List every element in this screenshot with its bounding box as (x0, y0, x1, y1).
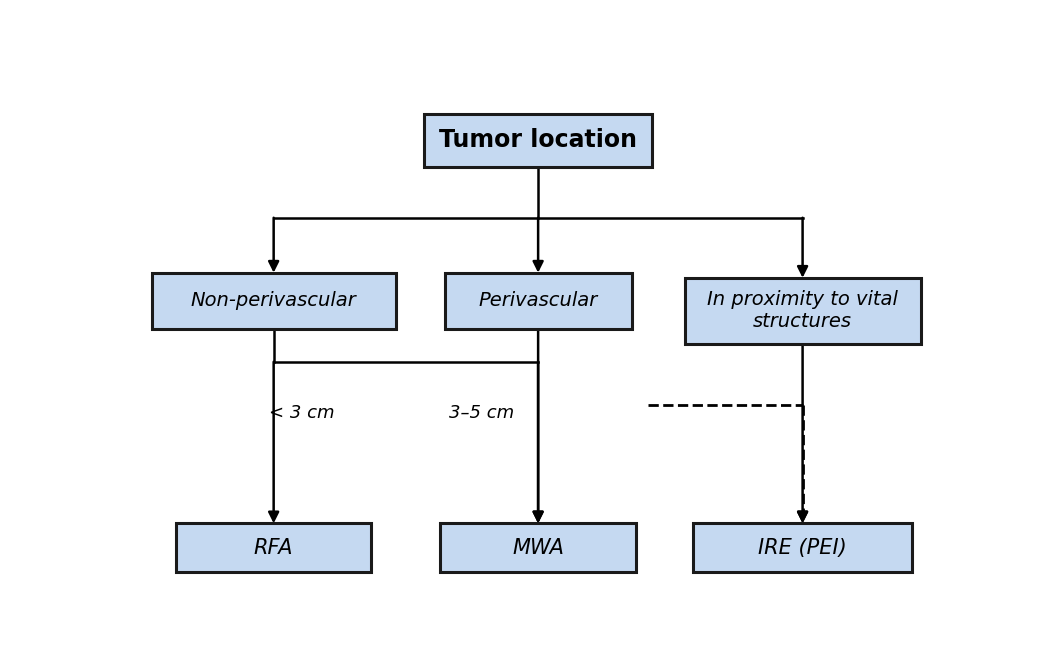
FancyBboxPatch shape (151, 273, 396, 329)
Text: MWA: MWA (512, 537, 564, 558)
FancyBboxPatch shape (685, 278, 921, 344)
Text: < 3 cm: < 3 cm (270, 404, 335, 422)
FancyBboxPatch shape (176, 524, 372, 572)
Text: Tumor location: Tumor location (439, 128, 637, 153)
Text: Non-perivascular: Non-perivascular (191, 292, 357, 310)
Text: IRE (PEI): IRE (PEI) (758, 537, 847, 558)
Text: RFA: RFA (254, 537, 293, 558)
Text: Perivascular: Perivascular (479, 292, 597, 310)
FancyBboxPatch shape (693, 524, 912, 572)
Text: 3–5 cm: 3–5 cm (448, 404, 513, 422)
Text: In proximity to vital
structures: In proximity to vital structures (707, 290, 898, 331)
FancyBboxPatch shape (424, 114, 652, 167)
FancyBboxPatch shape (441, 524, 635, 572)
FancyBboxPatch shape (444, 273, 632, 329)
